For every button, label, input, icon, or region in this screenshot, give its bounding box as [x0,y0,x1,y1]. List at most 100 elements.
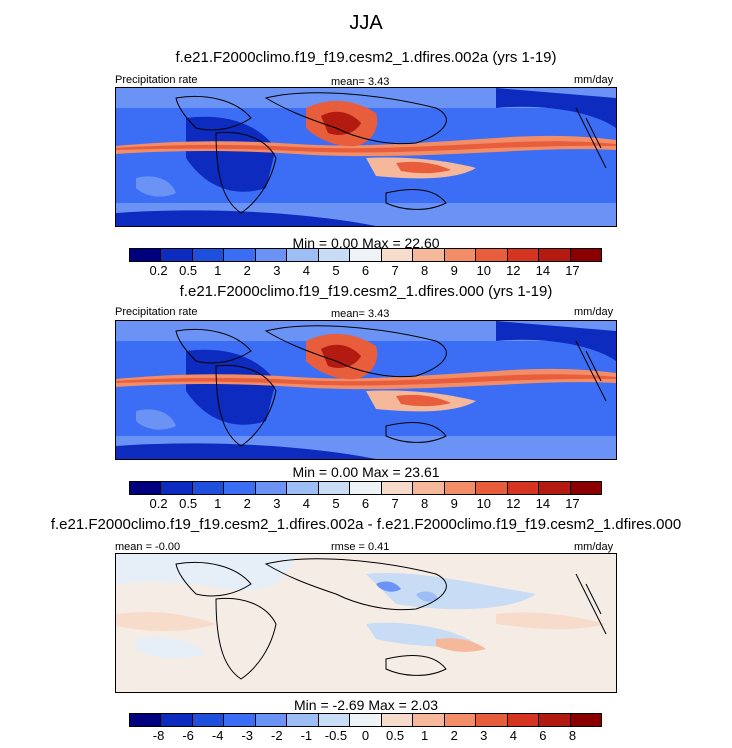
colorbar-tick-label: 0.2 [149,263,168,278]
colorbar-segment [192,482,225,494]
colorbar-segment [413,714,445,726]
colorbar-tick-label: -6 [182,728,194,743]
colorbar-segment [161,482,193,494]
panel-2-mean-label: mean= 3.43 [331,308,390,320]
colorbar-segment [255,249,288,261]
colorbar-tick-label: 14 [535,263,551,278]
colorbar-segment [570,714,602,726]
colorbar-tick-label: 7 [391,263,399,278]
panel-1-title: f.e21.F2000climo.f19_f19.cesm2_1.dfires.… [175,49,557,66]
colorbar-segment [507,482,540,494]
colorbar-tick-label: 3 [273,263,281,278]
colorbar-tick-label: 4 [302,496,310,511]
colorbar-segment [130,714,162,726]
colorbar-tick-label: 17 [565,496,580,511]
colorbar-tick-label: 2 [243,263,251,278]
colorbar-tick-label: 6 [361,496,370,511]
panel-1-variable-label: Precipitation rate [115,74,198,86]
colorbar-tick-label: 2 [450,728,458,743]
panel-3-colorbar [129,713,602,727]
colorbar-segment [350,482,382,494]
colorbar-segment [318,482,351,494]
panel-3-units-label: mm/day [574,541,614,553]
colorbar-tick-label: 3 [480,728,488,743]
colorbar-segment [413,249,445,261]
colorbar-segment [539,249,571,261]
colorbar-tick-label: 5 [332,496,340,511]
colorbar-tick-label: 0 [361,728,370,743]
panel-1-mean-label: mean= 3.43 [331,76,390,88]
colorbar-tick-label: 4 [302,263,310,278]
colorbar-tick-label: -2 [271,728,283,743]
colorbar-tick-label: -4 [211,728,224,743]
panel-1-colorbar [129,248,602,262]
panel-3-mean-label: mean = -0.00 [115,541,181,553]
colorbar-segment [350,714,382,726]
colorbar-tick-label: 0.5 [386,728,405,743]
panel-2-title: f.e21.F2000climo.f19_f19.cesm2_1.dfires.… [179,283,553,300]
colorbar-tick-label: 3 [273,496,281,511]
colorbar-tick-label: 0.5 [179,263,198,278]
main-title: JJA [349,12,383,34]
colorbar-segment [255,482,288,494]
colorbar-segment [130,482,162,494]
colorbar-tick-label: 1 [421,728,429,743]
colorbar-segment [224,249,256,261]
colorbar-segment [287,482,319,494]
colorbar-tick-label: 9 [450,496,458,511]
colorbar-tick-label: 10 [476,496,491,511]
panel-2-map-svg [116,321,616,459]
colorbar-tick-label: -1 [300,728,313,743]
colorbar-tick-label: 12 [506,263,521,278]
panel-1-minmax: Min = 0.00 Max = 22.60 [292,235,440,251]
colorbar-segment [318,249,351,261]
panel-3-rmse-label: rmse = 0.41 [331,541,390,553]
colorbar-segment [130,249,162,261]
panel-3-colorbar-labels: -8 -6 -4 -3 -2 -1 -0.5 0 0.5 1 2 3 4 6 8 [129,728,602,744]
colorbar-segment [444,714,477,726]
panel-1-colorbar-labels: 0.2 0.5 1 2 3 4 5 6 7 8 9 10 12 14 17 [129,263,602,279]
colorbar-segment [444,482,477,494]
colorbar-tick-label: -0.5 [324,728,348,743]
colorbar-tick-label: 8 [421,263,429,278]
colorbar-tick-label: 1 [214,496,222,511]
panel-1-map-svg [116,88,616,226]
colorbar-segment [539,482,571,494]
colorbar-tick-label: 1 [214,263,222,278]
colorbar-tick-label: -3 [241,728,254,743]
colorbar-segment [350,249,382,261]
colorbar-segment [161,714,193,726]
colorbar-tick-label: 6 [539,728,547,743]
colorbar-tick-label: 2 [243,496,251,511]
colorbar-tick-label: 17 [565,263,580,278]
colorbar-tick-label: 14 [535,496,551,511]
colorbar-segment [381,482,414,494]
panel-3-minmax: Min = -2.69 Max = 2.03 [294,697,438,713]
colorbar-segment [161,249,193,261]
colorbar-segment [381,714,414,726]
colorbar-segment [444,249,477,261]
colorbar-tick-label: 5 [332,263,340,278]
panel-2-colorbar [129,481,602,495]
colorbar-tick-label: 8 [568,728,577,743]
panel-2-units-label: mm/day [574,306,614,318]
panel-2-variable-label: Precipitation rate [115,306,198,318]
panel-2-map [115,320,617,460]
panel-3-map-svg [116,554,616,692]
panel-2-minmax: Min = 0.00 Max = 23.61 [292,464,440,480]
colorbar-segment [507,249,540,261]
colorbar-tick-label: 8 [421,496,429,511]
colorbar-segment [413,482,445,494]
colorbar-segment [570,249,602,261]
colorbar-tick-label: 0.5 [179,496,198,511]
colorbar-segment [476,249,508,261]
colorbar-tick-label: -8 [152,728,165,743]
colorbar-tick-label: 12 [506,496,521,511]
colorbar-segment [287,714,319,726]
panel-3-map [115,553,617,693]
colorbar-tick-label: 6 [361,263,370,278]
panel-2-colorbar-labels: 0.2 0.5 1 2 3 4 5 6 7 8 9 10 12 14 17 [129,496,602,512]
colorbar-segment [476,714,508,726]
colorbar-segment [507,714,540,726]
colorbar-tick-label: 0.2 [149,496,168,511]
